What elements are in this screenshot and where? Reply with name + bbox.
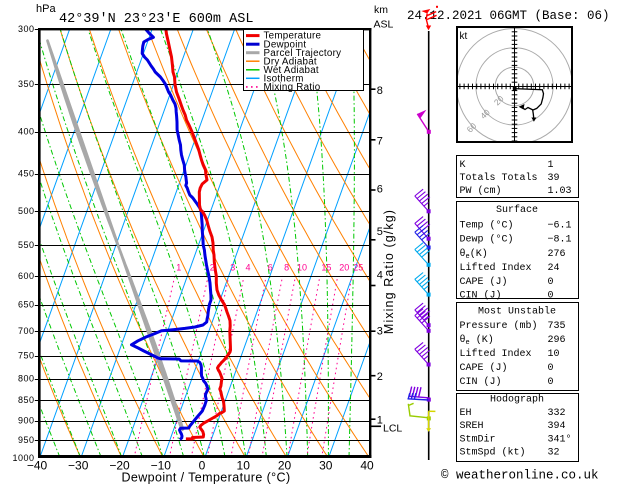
svg-text:400: 400 <box>18 127 35 137</box>
svg-text:Wet Adiabat: Wet Adiabat <box>264 65 319 76</box>
svg-text:−8.1: −8.1 <box>548 234 572 245</box>
svg-text:394: 394 <box>548 421 566 432</box>
svg-text:1: 1 <box>377 415 383 427</box>
svg-text:−20: −20 <box>109 459 130 473</box>
svg-text:3: 3 <box>230 263 235 273</box>
svg-text:1.03: 1.03 <box>548 186 572 197</box>
svg-text:−10: −10 <box>151 459 172 473</box>
svg-text:20: 20 <box>339 263 349 273</box>
svg-text:CAPE (J): CAPE (J) <box>460 362 508 374</box>
svg-text:EH: EH <box>460 408 472 419</box>
svg-text:CIN (J): CIN (J) <box>460 290 502 302</box>
svg-text:Parcel Trajectory: Parcel Trajectory <box>264 48 342 59</box>
svg-text:25: 25 <box>353 263 363 273</box>
svg-text:8: 8 <box>377 85 383 97</box>
svg-text:3: 3 <box>377 326 383 338</box>
svg-text:700: 700 <box>18 326 35 336</box>
svg-text:0: 0 <box>199 459 206 473</box>
svg-text:300: 300 <box>18 24 35 34</box>
svg-text:6: 6 <box>377 184 383 196</box>
svg-text:950: 950 <box>18 435 35 445</box>
svg-text:24: 24 <box>548 263 560 274</box>
svg-text:θe(K): θe(K) <box>460 248 488 261</box>
svg-text:SREH: SREH <box>460 421 484 432</box>
svg-text:5: 5 <box>377 226 383 238</box>
svg-text:θe (K): θe (K) <box>460 334 494 347</box>
svg-text:850: 850 <box>18 395 35 405</box>
svg-text:332: 332 <box>548 408 566 419</box>
svg-text:15: 15 <box>321 263 331 273</box>
svg-text:40: 40 <box>360 459 374 473</box>
svg-text:20: 20 <box>278 459 292 473</box>
svg-text:42°39'N 23°23'E 600m ASL: 42°39'N 23°23'E 600m ASL <box>59 12 253 27</box>
svg-text:StmDir: StmDir <box>460 433 496 445</box>
svg-text:StmSpd (kt): StmSpd (kt) <box>460 447 526 459</box>
svg-text:Temp (°C): Temp (°C) <box>460 219 514 231</box>
svg-text:10: 10 <box>548 349 560 360</box>
svg-text:ASL: ASL <box>374 19 394 31</box>
svg-text:Mixing Ratio: Mixing Ratio <box>264 82 321 93</box>
svg-text:1000: 1000 <box>12 453 34 463</box>
svg-text:Most Unstable: Most Unstable <box>478 306 556 318</box>
svg-text:900: 900 <box>18 416 35 426</box>
svg-text:CIN (J): CIN (J) <box>460 376 502 388</box>
svg-text:32: 32 <box>548 448 560 459</box>
svg-text:K: K <box>460 160 466 171</box>
svg-text:Totals Totals: Totals Totals <box>460 172 538 184</box>
svg-text:0: 0 <box>548 363 554 374</box>
svg-text:276: 276 <box>548 249 566 260</box>
svg-text:4: 4 <box>377 270 383 282</box>
svg-text:PW (cm): PW (cm) <box>460 185 502 197</box>
svg-text:6: 6 <box>268 263 273 273</box>
svg-text:hPa: hPa <box>36 3 56 15</box>
svg-text:Mixing Ratio (g/kg): Mixing Ratio (g/kg) <box>382 209 396 334</box>
svg-text:600: 600 <box>18 271 35 281</box>
svg-text:10: 10 <box>297 263 307 273</box>
svg-text:© weatheronline.co.uk: © weatheronline.co.uk <box>441 469 599 483</box>
svg-text:LCL: LCL <box>383 423 402 435</box>
svg-text:km: km <box>374 4 388 16</box>
svg-text:Dewp (°C): Dewp (°C) <box>460 233 514 245</box>
svg-text:CAPE (J): CAPE (J) <box>460 276 508 288</box>
svg-text:0: 0 <box>548 377 554 388</box>
svg-text:450: 450 <box>18 169 35 179</box>
svg-text:−6.1: −6.1 <box>548 220 572 231</box>
svg-text:Isotherm: Isotherm <box>264 73 304 84</box>
svg-text:−30: −30 <box>68 459 89 473</box>
svg-text:550: 550 <box>18 240 35 250</box>
svg-text:39: 39 <box>548 173 560 184</box>
svg-text:Dewpoint: Dewpoint <box>264 39 307 50</box>
svg-text:2: 2 <box>377 371 383 383</box>
svg-text:4: 4 <box>246 263 251 273</box>
svg-text:341°: 341° <box>548 433 572 445</box>
svg-text:Dry Adiabat: Dry Adiabat <box>264 56 317 67</box>
svg-text:296: 296 <box>548 335 566 346</box>
svg-text:1: 1 <box>176 263 181 273</box>
svg-text:800: 800 <box>18 374 35 384</box>
svg-text:Dewpoint / Temperature (°C): Dewpoint / Temperature (°C) <box>121 471 290 485</box>
svg-text:Hodograph: Hodograph <box>490 394 544 406</box>
svg-text:Lifted Index: Lifted Index <box>460 262 532 274</box>
svg-text:350: 350 <box>18 79 35 89</box>
svg-text:650: 650 <box>18 300 35 310</box>
svg-text:2: 2 <box>210 263 215 273</box>
svg-text:10: 10 <box>237 459 251 473</box>
svg-text:1: 1 <box>548 160 554 171</box>
svg-text:0: 0 <box>548 291 554 302</box>
svg-text:24.12.2021 06GMT (Base: 06): 24.12.2021 06GMT (Base: 06) <box>407 9 610 23</box>
svg-text:735: 735 <box>548 321 566 332</box>
svg-text:500: 500 <box>18 206 35 216</box>
svg-text:Temperature: Temperature <box>264 31 322 42</box>
svg-text:7: 7 <box>377 136 383 148</box>
svg-text:750: 750 <box>18 351 35 361</box>
svg-text:kt: kt <box>460 31 468 42</box>
svg-text:30: 30 <box>319 459 333 473</box>
svg-text:Lifted Index: Lifted Index <box>460 348 532 360</box>
svg-text:Pressure (mb): Pressure (mb) <box>460 320 538 332</box>
svg-text:8: 8 <box>284 263 289 273</box>
svg-text:0: 0 <box>548 277 554 288</box>
svg-text:Surface: Surface <box>496 204 538 216</box>
svg-text:−40: −40 <box>27 459 48 473</box>
